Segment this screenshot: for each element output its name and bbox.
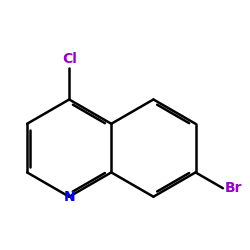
Text: N: N <box>64 190 75 204</box>
Text: Cl: Cl <box>62 52 77 66</box>
Text: Br: Br <box>225 181 242 195</box>
